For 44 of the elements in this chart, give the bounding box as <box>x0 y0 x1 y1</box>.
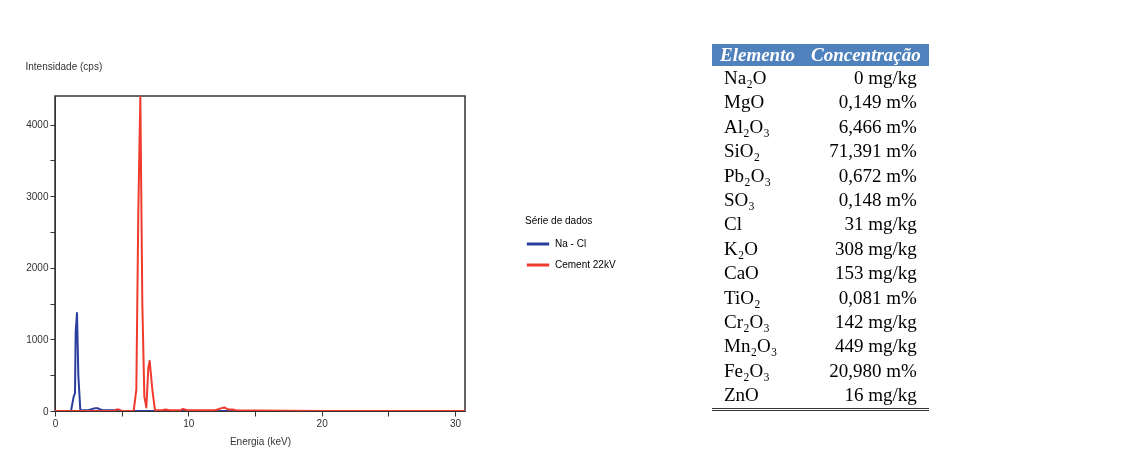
text: Concentração <box>802 44 929 66</box>
legend-label: Cement 22kV <box>555 259 616 270</box>
y-tick-label: 0 <box>42 405 49 417</box>
legend-label: Na - Cl <box>555 238 587 249</box>
text: ZnO <box>723 383 760 408</box>
x-tick-label: 30 <box>449 417 462 429</box>
x-axis-title: Energia (keV) <box>229 435 292 447</box>
text: Na₂O <box>723 66 768 90</box>
text: 0,149 m% <box>837 90 918 115</box>
y-tick-label: 3000 <box>26 190 49 202</box>
text: 16 mg/kg <box>843 383 918 408</box>
text: 449 mg/kg <box>833 334 918 359</box>
text: MgO <box>723 90 766 115</box>
text: Elemento <box>712 44 803 66</box>
text: Fe₂O₃ <box>723 358 771 383</box>
text: 0 mg/kg <box>852 66 918 90</box>
text: 308 mg/kg <box>833 236 918 261</box>
text: 0,672 m% <box>837 163 918 188</box>
text: 0,148 m% <box>837 188 918 213</box>
text: Cr₂O₃ <box>723 310 771 335</box>
x-tick-label: 0 <box>52 417 59 429</box>
y-tick-label: 2000 <box>26 262 49 274</box>
text: CaO <box>723 261 760 286</box>
y-tick-label: 1000 <box>26 333 49 345</box>
x-tick-label: 10 <box>183 417 195 429</box>
text: Pb₂O₃ <box>723 163 773 188</box>
text: 31 mg/kg <box>843 212 918 237</box>
text: 153 mg/kg <box>833 261 918 286</box>
text: 20,980 m% <box>828 358 918 383</box>
y-axis-title: Intensidade (cps) <box>25 60 103 72</box>
text: Al₂O₃ <box>723 114 771 139</box>
text: K₂O <box>723 236 760 261</box>
text: 142 mg/kg <box>833 310 918 335</box>
legend-title: Série de dados <box>525 215 593 226</box>
text: SO₃ <box>723 188 756 213</box>
text: 71,391 m% <box>828 139 918 164</box>
text: SiO₂ <box>723 139 762 164</box>
text: 0,081 m% <box>837 285 918 310</box>
x-tick-label: 20 <box>316 417 329 429</box>
text: Mn₂O₃ <box>723 334 779 359</box>
text: TiO₂ <box>723 285 762 310</box>
text: 6,466 m% <box>837 114 918 139</box>
text: Cl <box>723 212 743 237</box>
y-tick-label: 4000 <box>26 119 49 131</box>
